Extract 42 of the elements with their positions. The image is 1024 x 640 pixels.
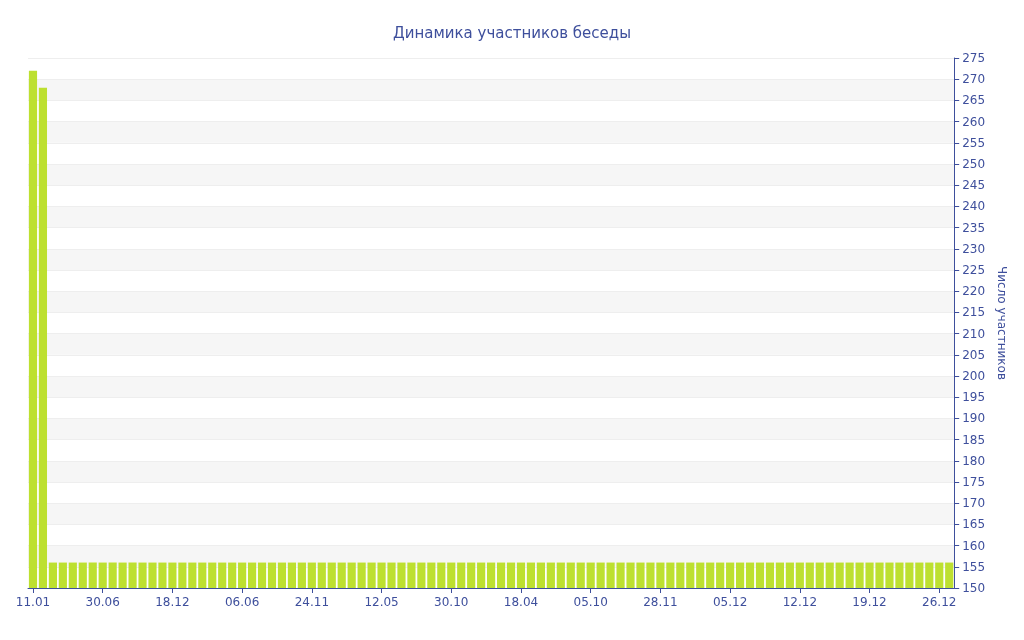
y-tick-label: 230: [962, 241, 986, 256]
y-tick-label: 225: [962, 263, 986, 277]
chart-title: Динамика участников беседы: [392, 23, 632, 42]
y-tick-label: 175: [962, 475, 986, 489]
x-tick-label: 26.12: [922, 595, 957, 609]
y-tick-label: 170: [962, 496, 986, 511]
x-tick-label: 05.10: [573, 595, 608, 609]
y-tick-label: 250: [962, 157, 986, 171]
y-tick-label: 205: [962, 347, 986, 362]
x-tick-label: 30.10: [434, 595, 469, 609]
y-tick-label: 265: [962, 93, 986, 108]
y-tick-label: 215: [962, 305, 986, 320]
y-tick-label: 210: [962, 326, 986, 341]
y-tick-label: 260: [962, 114, 986, 129]
y-tick-label: 200: [962, 369, 986, 383]
x-tick-label: 12.05: [364, 595, 399, 609]
y-tick-label: 270: [962, 72, 986, 87]
x-tick-label: 24.11: [294, 595, 330, 609]
y-tick-label: 235: [962, 220, 986, 235]
x-tick-label: 28.11: [643, 595, 678, 609]
y-tick-label: 220: [962, 284, 986, 299]
y-axis-title: Число участников: [995, 266, 1009, 380]
y-tick-label: 180: [962, 453, 986, 468]
x-tick-label: 05.12: [712, 595, 748, 609]
y-tick-label: 245: [962, 178, 986, 193]
y-tick-label: 240: [962, 199, 986, 214]
y-tick-label: 255: [962, 135, 986, 150]
x-tick-label: 06.06: [224, 595, 260, 609]
x-tick-label: 12.12: [782, 595, 818, 609]
y-tick-label: 195: [962, 390, 986, 405]
y-tick-label: 165: [962, 517, 986, 532]
x-tick-label: 18.12: [155, 595, 190, 609]
y-tick-label: 190: [962, 411, 986, 426]
x-tick-label: 11.01: [15, 595, 51, 609]
x-tick-label: 18.04: [503, 595, 539, 609]
x-tick-label: 19.12: [852, 595, 887, 609]
y-tick-label: 150: [962, 581, 986, 595]
y-tick-label: 160: [962, 538, 986, 553]
y-tick-label: 275: [962, 51, 986, 65]
y-tick-label: 185: [962, 432, 986, 447]
x-tick-label: 30.06: [85, 595, 120, 609]
y-tick-label: 155: [962, 559, 986, 574]
